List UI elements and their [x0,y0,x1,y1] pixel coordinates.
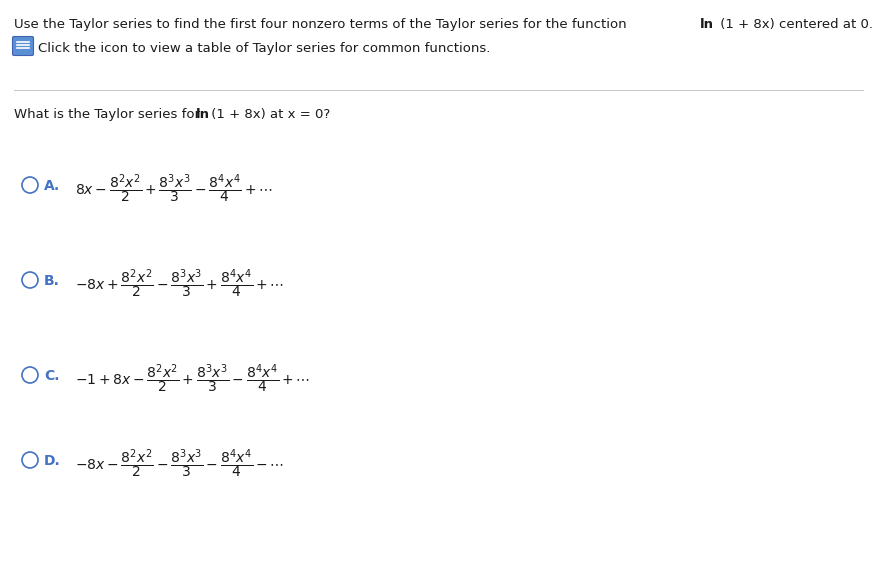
Text: (1 + 8x) at x = 0?: (1 + 8x) at x = 0? [207,108,331,121]
Text: ln: ln [196,108,210,121]
Text: $-8x-\dfrac{8^2x^2}{2}-\dfrac{8^3x^3}{3}-\dfrac{8^4x^4}{4}-\cdots$: $-8x-\dfrac{8^2x^2}{2}-\dfrac{8^3x^3}{3}… [75,448,284,480]
FancyBboxPatch shape [12,37,33,56]
Text: What is the Taylor series for: What is the Taylor series for [14,108,204,121]
Text: (1 + 8x) centered at 0.: (1 + 8x) centered at 0. [716,18,873,31]
Text: $8x-\dfrac{8^2x^2}{2}+\dfrac{8^3x^3}{3}-\dfrac{8^4x^4}{4}+\cdots$: $8x-\dfrac{8^2x^2}{2}+\dfrac{8^3x^3}{3}-… [75,172,273,205]
Text: A.: A. [44,179,61,193]
Text: Click the icon to view a table of Taylor series for common functions.: Click the icon to view a table of Taylor… [38,42,490,55]
Text: $-8x+\dfrac{8^2x^2}{2}-\dfrac{8^3x^3}{3}+\dfrac{8^4x^4}{4}+\cdots$: $-8x+\dfrac{8^2x^2}{2}-\dfrac{8^3x^3}{3}… [75,267,284,300]
Text: B.: B. [44,274,60,288]
Text: D.: D. [44,454,61,468]
Text: $-1+8x-\dfrac{8^2x^2}{2}+\dfrac{8^3x^3}{3}-\dfrac{8^4x^4}{4}+\cdots$: $-1+8x-\dfrac{8^2x^2}{2}+\dfrac{8^3x^3}{… [75,362,310,396]
Text: Use the Taylor series to find the first four nonzero terms of the Taylor series : Use the Taylor series to find the first … [14,18,631,31]
Text: C.: C. [44,369,60,383]
Text: ln: ln [700,18,714,31]
